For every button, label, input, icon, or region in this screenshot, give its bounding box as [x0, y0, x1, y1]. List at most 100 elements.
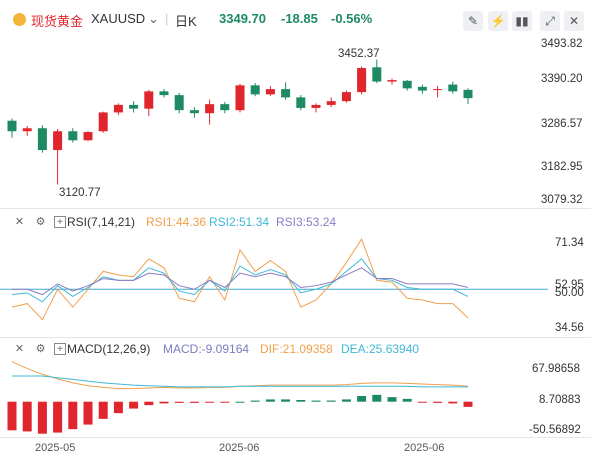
compare-icon[interactable]: ▮▮: [512, 11, 532, 31]
macd-bar: [7, 401, 17, 431]
candle-body: [281, 89, 291, 98]
settings-icon[interactable]: ⚙: [35, 343, 46, 355]
macd-bar: [281, 399, 291, 402]
candle-body: [402, 80, 412, 89]
dea-value: DEA:25.63940: [341, 342, 420, 356]
rsi-label: RSI(7,14,21): [67, 215, 136, 229]
candle-body: [83, 131, 93, 141]
candle-body: [372, 67, 382, 82]
price-tick: 3390.20: [541, 73, 583, 85]
macd-bar: [372, 394, 382, 402]
rsi-tick: 50.00: [555, 287, 584, 299]
macd-tick: 8.70883: [539, 394, 581, 406]
date-label: 2025-05: [35, 442, 76, 454]
rsi3-value: RSI3:53.24: [276, 215, 337, 229]
macd-bar: [265, 399, 275, 402]
close-icon[interactable]: ✕: [564, 11, 584, 31]
high-annotation: 3452.37: [338, 48, 380, 60]
price-tick: 3079.32: [541, 194, 583, 206]
candle-body: [7, 120, 17, 132]
macd-bar: [417, 401, 427, 403]
candle-body: [296, 97, 306, 108]
rsi-tick: 71.34: [555, 237, 584, 249]
instrument-symbol[interactable]: XAUUSD: [91, 11, 146, 26]
indicator-icon[interactable]: ⚡: [488, 11, 508, 31]
rsi1-line: [11, 238, 469, 321]
macd-bar: [250, 400, 260, 402]
dif-line: [11, 361, 469, 390]
macd-value: MACD:-9.09164: [163, 342, 250, 356]
divider: |: [165, 11, 169, 26]
macd-label: MACD(12,26,9): [67, 342, 151, 356]
instrument-title: 现货黄金: [31, 14, 84, 29]
panel-divider: [0, 208, 591, 209]
candle-body: [311, 104, 321, 108]
candle-body: [174, 95, 184, 111]
low-annotation: 3120.77: [59, 187, 101, 199]
rsi2-line: [11, 258, 469, 303]
macd-bar: [448, 401, 458, 404]
candle-body: [326, 101, 336, 105]
macd-bar: [159, 401, 169, 404]
candle-body: [235, 85, 245, 111]
candle-body: [205, 104, 215, 114]
last-price: 3349.70: [219, 11, 266, 26]
macd-bar: [174, 401, 184, 403]
candle-body: [189, 110, 199, 114]
expand-icon[interactable]: +: [54, 216, 66, 228]
candle-body: [37, 128, 47, 151]
dea-line: [12, 375, 468, 388]
candle-body: [357, 68, 367, 93]
candle-body: [433, 89, 443, 91]
price-change: -18.85: [281, 11, 318, 26]
date-label: 2025-06: [219, 442, 260, 454]
candle-body: [220, 104, 230, 111]
candle-body: [113, 104, 123, 113]
macd-bar: [387, 397, 397, 402]
dif-value: DIF:21.09358: [260, 342, 333, 356]
macd-bar: [129, 401, 139, 409]
candle-body: [98, 112, 108, 132]
collapse-icon[interactable]: ✕: [14, 216, 25, 228]
price-tick: 3182.95: [541, 161, 583, 173]
macd-bar: [357, 396, 367, 402]
panel-divider: [0, 337, 591, 338]
macd-bar: [220, 401, 230, 403]
macd-bar: [296, 400, 306, 402]
macd-bar: [53, 401, 63, 433]
macd-bar: [83, 401, 93, 425]
macd-bar: [68, 401, 78, 430]
macd-bar: [37, 401, 47, 434]
candle-body: [159, 91, 169, 96]
macd-bar: [205, 401, 215, 403]
candle-body: [265, 89, 275, 95]
fullscreen-icon[interactable]: ⤢: [540, 11, 560, 31]
rsi-tick: 34.56: [555, 322, 584, 334]
rsi1-value: RSI1:44.36: [146, 215, 207, 229]
macd-bar: [22, 401, 32, 432]
candle-body: [53, 131, 63, 151]
macd-bar: [189, 401, 199, 403]
candle-body: [129, 104, 139, 109]
expand-icon[interactable]: +: [54, 343, 66, 355]
rsi2-value: RSI2:51.34: [209, 215, 270, 229]
draw-icon[interactable]: ✎: [463, 11, 483, 31]
price-tick: 3493.82: [541, 38, 583, 50]
macd-bar: [144, 401, 154, 406]
macd-bar: [235, 401, 245, 403]
period-selector[interactable]: 日K: [175, 14, 197, 29]
settings-icon[interactable]: ⚙: [35, 216, 46, 228]
candle-body: [387, 80, 397, 82]
macd-bar: [402, 398, 412, 402]
collapse-icon[interactable]: ✕: [14, 343, 25, 355]
macd-bar: [326, 400, 336, 402]
candle-body: [417, 86, 427, 91]
candle-body: [22, 128, 32, 132]
candle-body: [144, 91, 154, 109]
candle-body: [250, 85, 260, 95]
candle-body: [341, 92, 351, 102]
candle-body: [463, 89, 473, 99]
panel-divider: [0, 437, 591, 438]
chevron-down-icon[interactable]: ⌄: [148, 11, 159, 26]
